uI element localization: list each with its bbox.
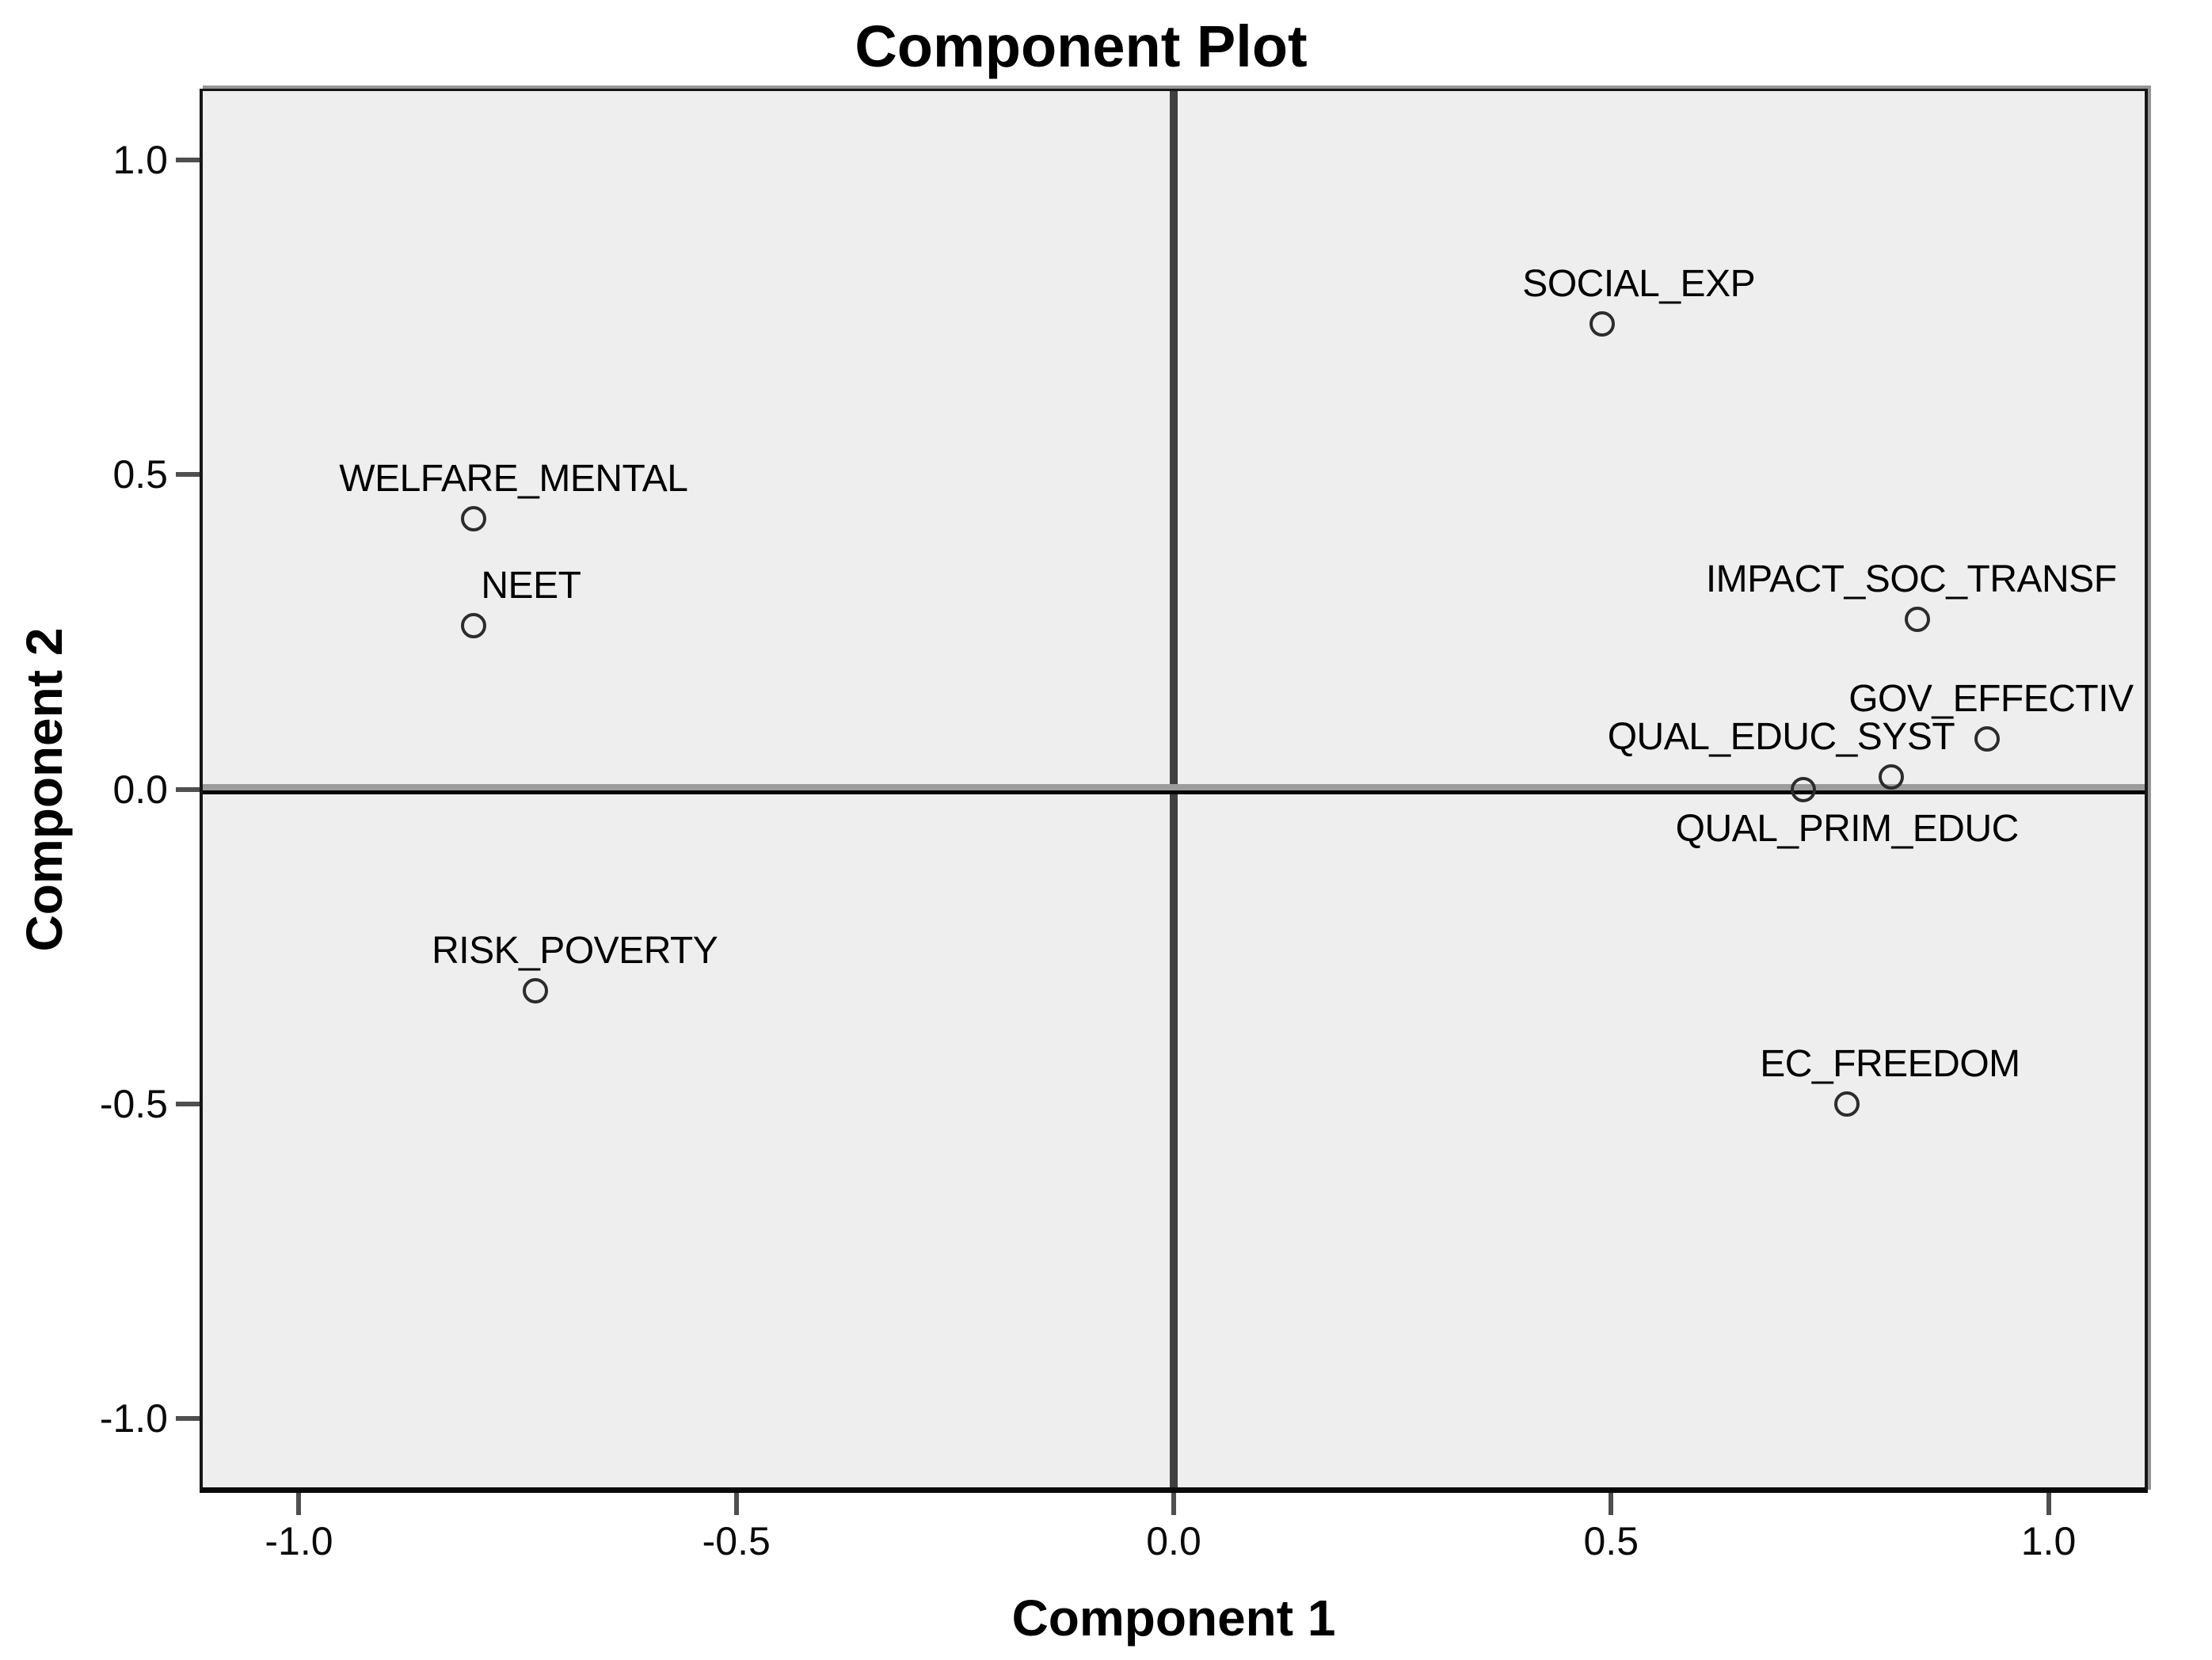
y-tick-label: 1.0 [112, 138, 168, 183]
y-tick-label: -1.0 [99, 1395, 168, 1441]
data-point-label: EC_FREEDOM [1760, 1042, 2020, 1085]
x-axis-title: Component 1 [1011, 1590, 1336, 1647]
data-point-marker [461, 613, 487, 639]
data-point-marker [1878, 763, 1904, 790]
x-tick [1609, 1493, 1614, 1515]
x-tick-label: -1.0 [265, 1519, 333, 1563]
data-point-marker [461, 506, 487, 532]
data-point-label: IMPACT_SOC_TRANSF [1705, 558, 2117, 601]
y-tick-label: 0.0 [112, 767, 168, 812]
x-tick [733, 1493, 739, 1515]
y-tick-label: 0.5 [112, 452, 168, 497]
data-point-label: QUAL_EDUC_SYST [1607, 715, 1955, 758]
y-tick [176, 1415, 200, 1421]
y-tick [176, 472, 200, 478]
x-tick [2046, 1493, 2051, 1515]
y-tick [176, 158, 200, 163]
data-point-marker [522, 977, 548, 1003]
y-tick [176, 786, 200, 792]
x-tick-label: 1.0 [2020, 1519, 2077, 1563]
x-zero-line [203, 783, 2145, 794]
x-tick [1171, 1493, 1176, 1515]
data-point-label: WELFARE_MENTAL [339, 458, 688, 501]
x-tick-label: 0.5 [1583, 1519, 1639, 1563]
data-point-marker [1791, 776, 1817, 802]
data-point-label: GOV_EFFECTIV [1848, 677, 2134, 720]
data-point-marker [1590, 310, 1616, 337]
x-tick-label: -0.5 [702, 1519, 771, 1563]
data-point-label: RISK_POVERTY [432, 929, 718, 972]
data-point-label: QUAL_PRIM_EDUC [1675, 807, 2020, 850]
data-point-label: SOCIAL_EXP [1522, 262, 1756, 305]
x-tick-label: 0.0 [1146, 1519, 1201, 1563]
plot-area: SOCIAL_EXP WELFARE_MENTAL NEET IMPACT_SOC_T… [200, 89, 2148, 1493]
chart-title: Component Plot [855, 13, 1308, 79]
data-point-marker [1974, 725, 2001, 752]
data-point-marker [1904, 607, 1930, 633]
x-tick [296, 1493, 302, 1515]
y-tick [176, 1101, 200, 1106]
y-tick-label: -0.5 [99, 1081, 168, 1126]
data-point-marker [1834, 1091, 1860, 1117]
data-point-label: NEET [481, 565, 581, 607]
